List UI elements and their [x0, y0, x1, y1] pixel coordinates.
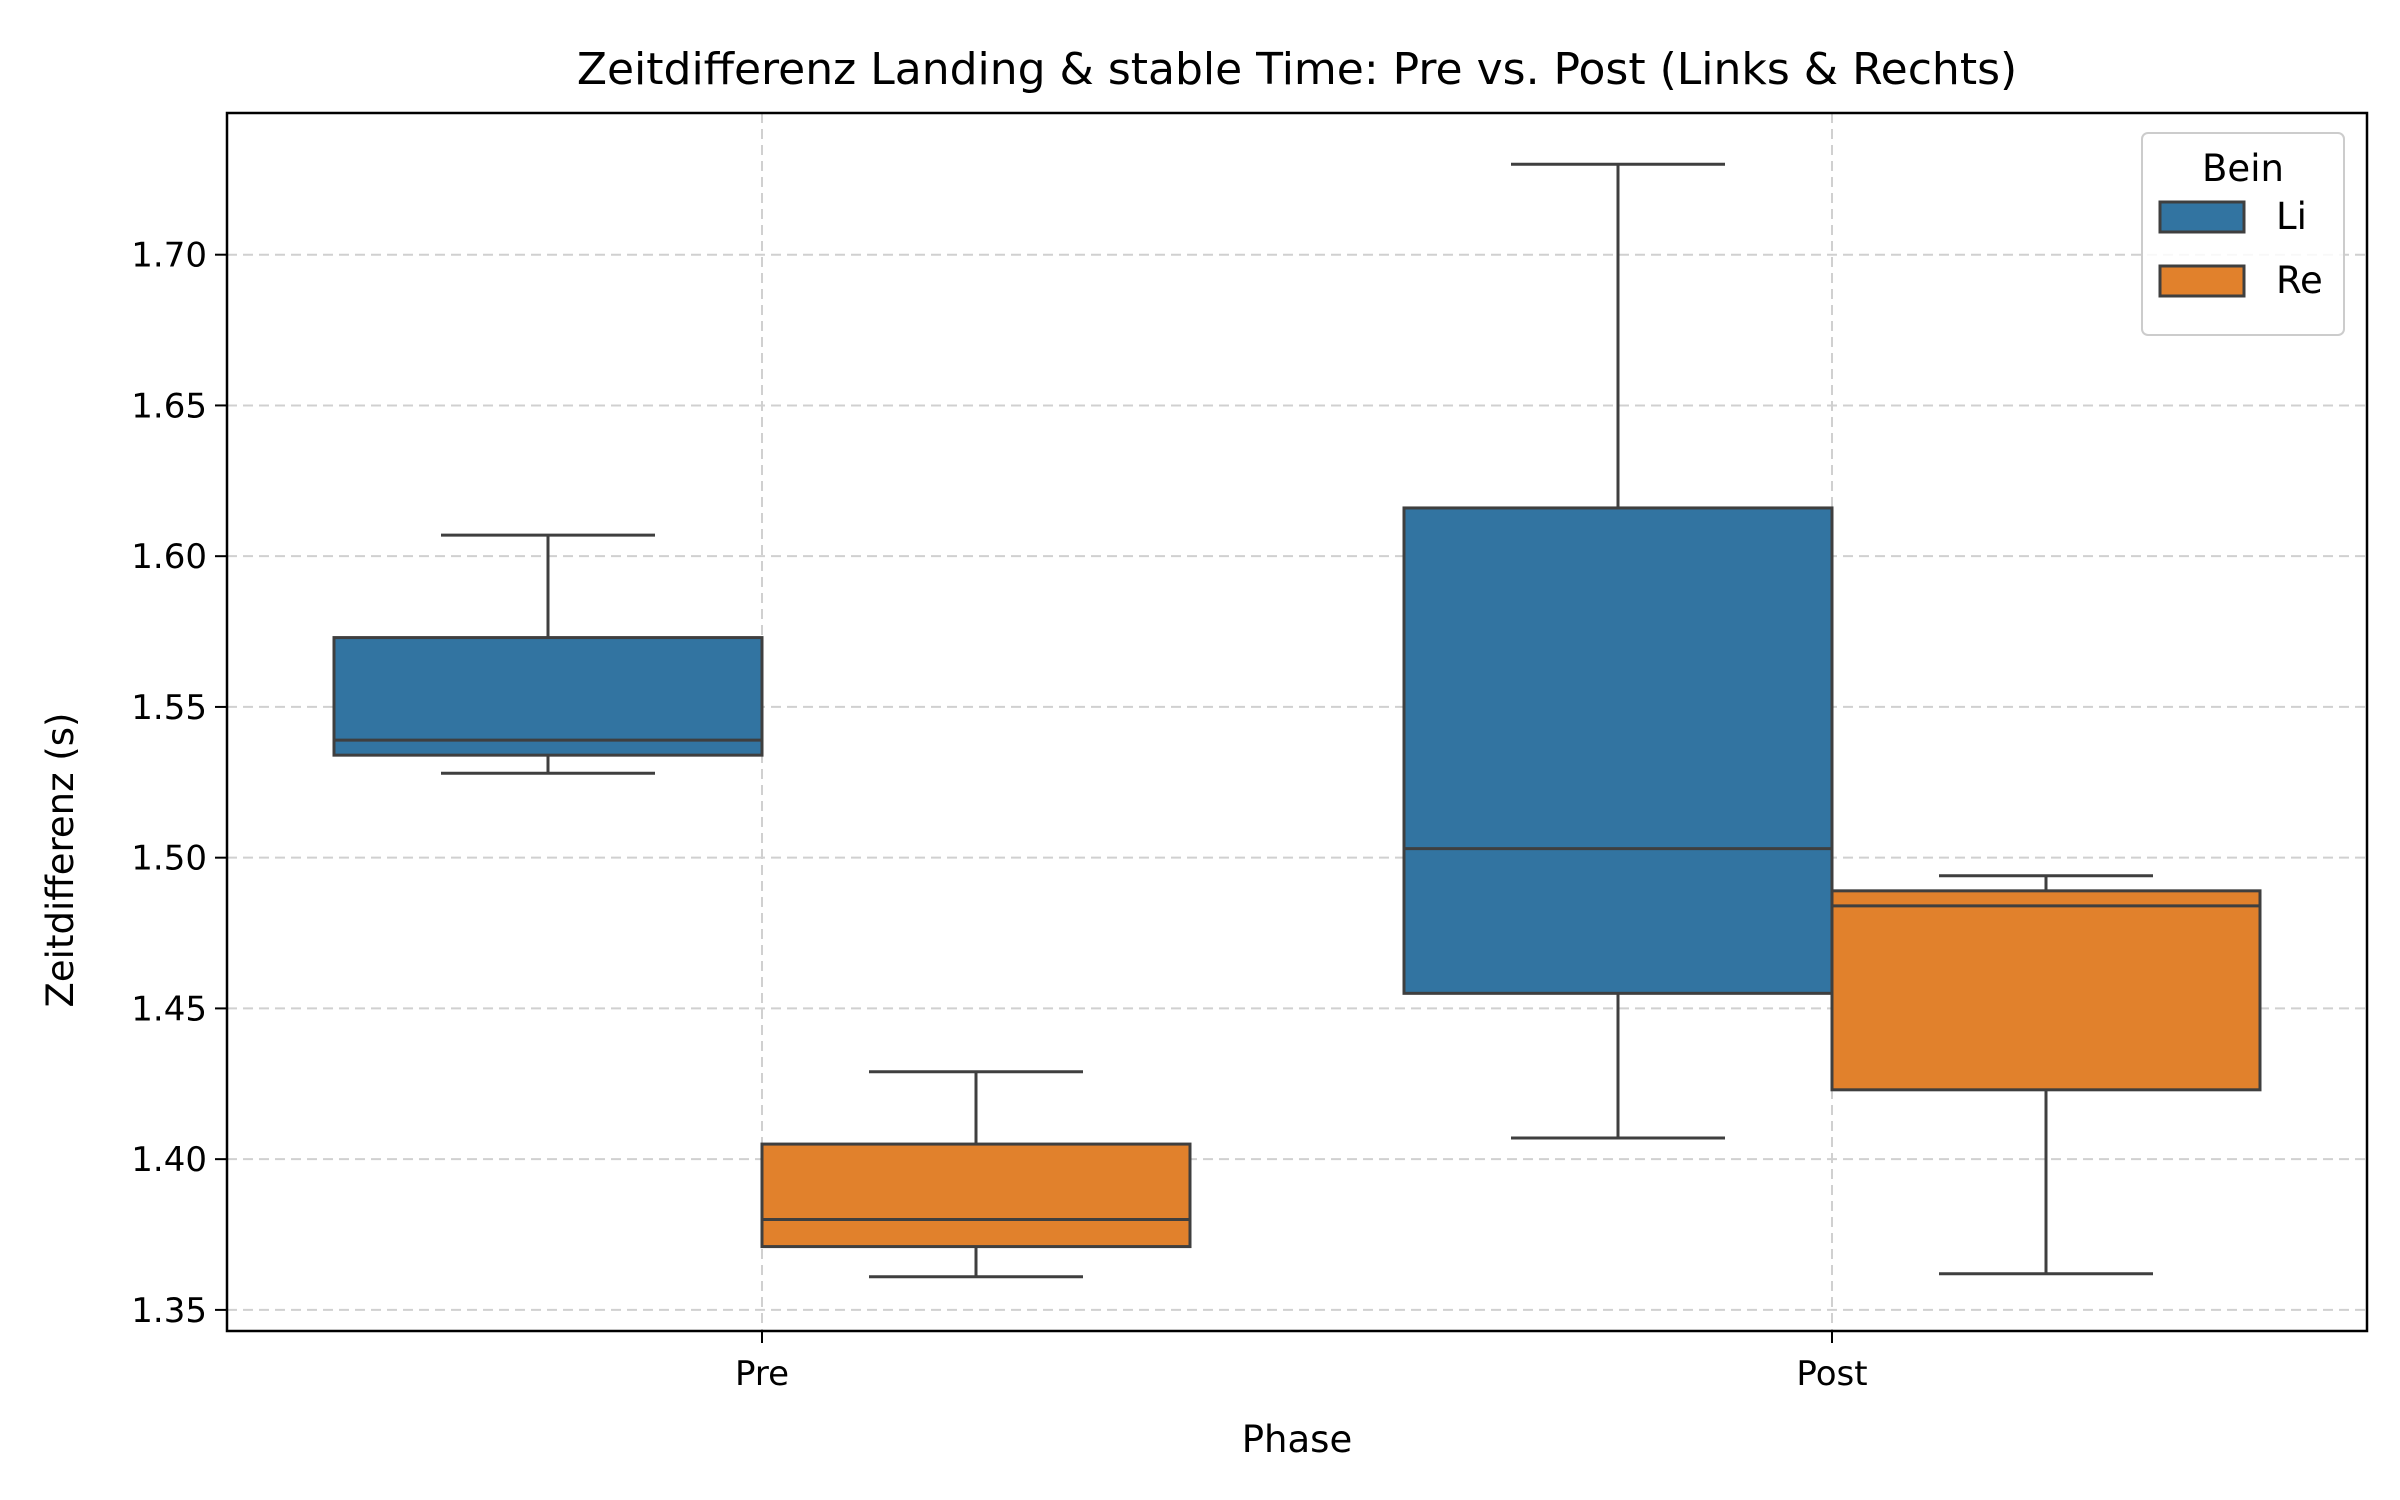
- x-tick-label: Pre: [735, 1354, 789, 1394]
- box-iqr: [332, 636, 764, 757]
- box-Re-Post: [1830, 874, 2262, 1276]
- box-iqr: [760, 1142, 1192, 1249]
- box-Li-Pre: [332, 533, 764, 775]
- box-iqr: [1402, 506, 1834, 995]
- box-Li-Post: [1402, 162, 1834, 1140]
- chart-title: Zeitdifferenz Landing & stable Time: Pre…: [577, 44, 2017, 95]
- y-tick-label: 1.50: [131, 839, 207, 879]
- box-iqr: [1830, 889, 2262, 1092]
- legend-swatch-Li: [2158, 200, 2246, 234]
- y-tick-label: 1.35: [131, 1291, 207, 1331]
- legend-label-Re: Re: [2276, 259, 2323, 302]
- y-tick-label: 1.65: [131, 386, 207, 426]
- legend: Bein Li Re: [2141, 132, 2345, 336]
- x-axis: Pre Post: [735, 1331, 1868, 1394]
- box-Re-Pre: [760, 1070, 1192, 1279]
- y-tick-label: 1.55: [131, 688, 207, 728]
- y-tick-label: 1.45: [131, 989, 207, 1029]
- y-axis-label: Zeitdifferenz (s): [39, 713, 82, 1008]
- legend-title: Bein: [2202, 147, 2284, 190]
- y-tick-label: 1.60: [131, 537, 207, 577]
- x-axis-label: Phase: [1242, 1418, 1352, 1461]
- y-tick-label: 1.70: [131, 236, 207, 276]
- legend-label-Li: Li: [2276, 195, 2307, 238]
- plot-area-frame: [225, 111, 2369, 1333]
- legend-swatch-Re: [2158, 264, 2246, 298]
- y-axis: 1.35 1.40 1.45 1.50 1.55 1.60 1.65 1.70: [131, 236, 227, 1331]
- x-tick-label: Post: [1796, 1354, 1867, 1394]
- y-tick-label: 1.40: [131, 1140, 207, 1180]
- box-plots: [332, 162, 2262, 1279]
